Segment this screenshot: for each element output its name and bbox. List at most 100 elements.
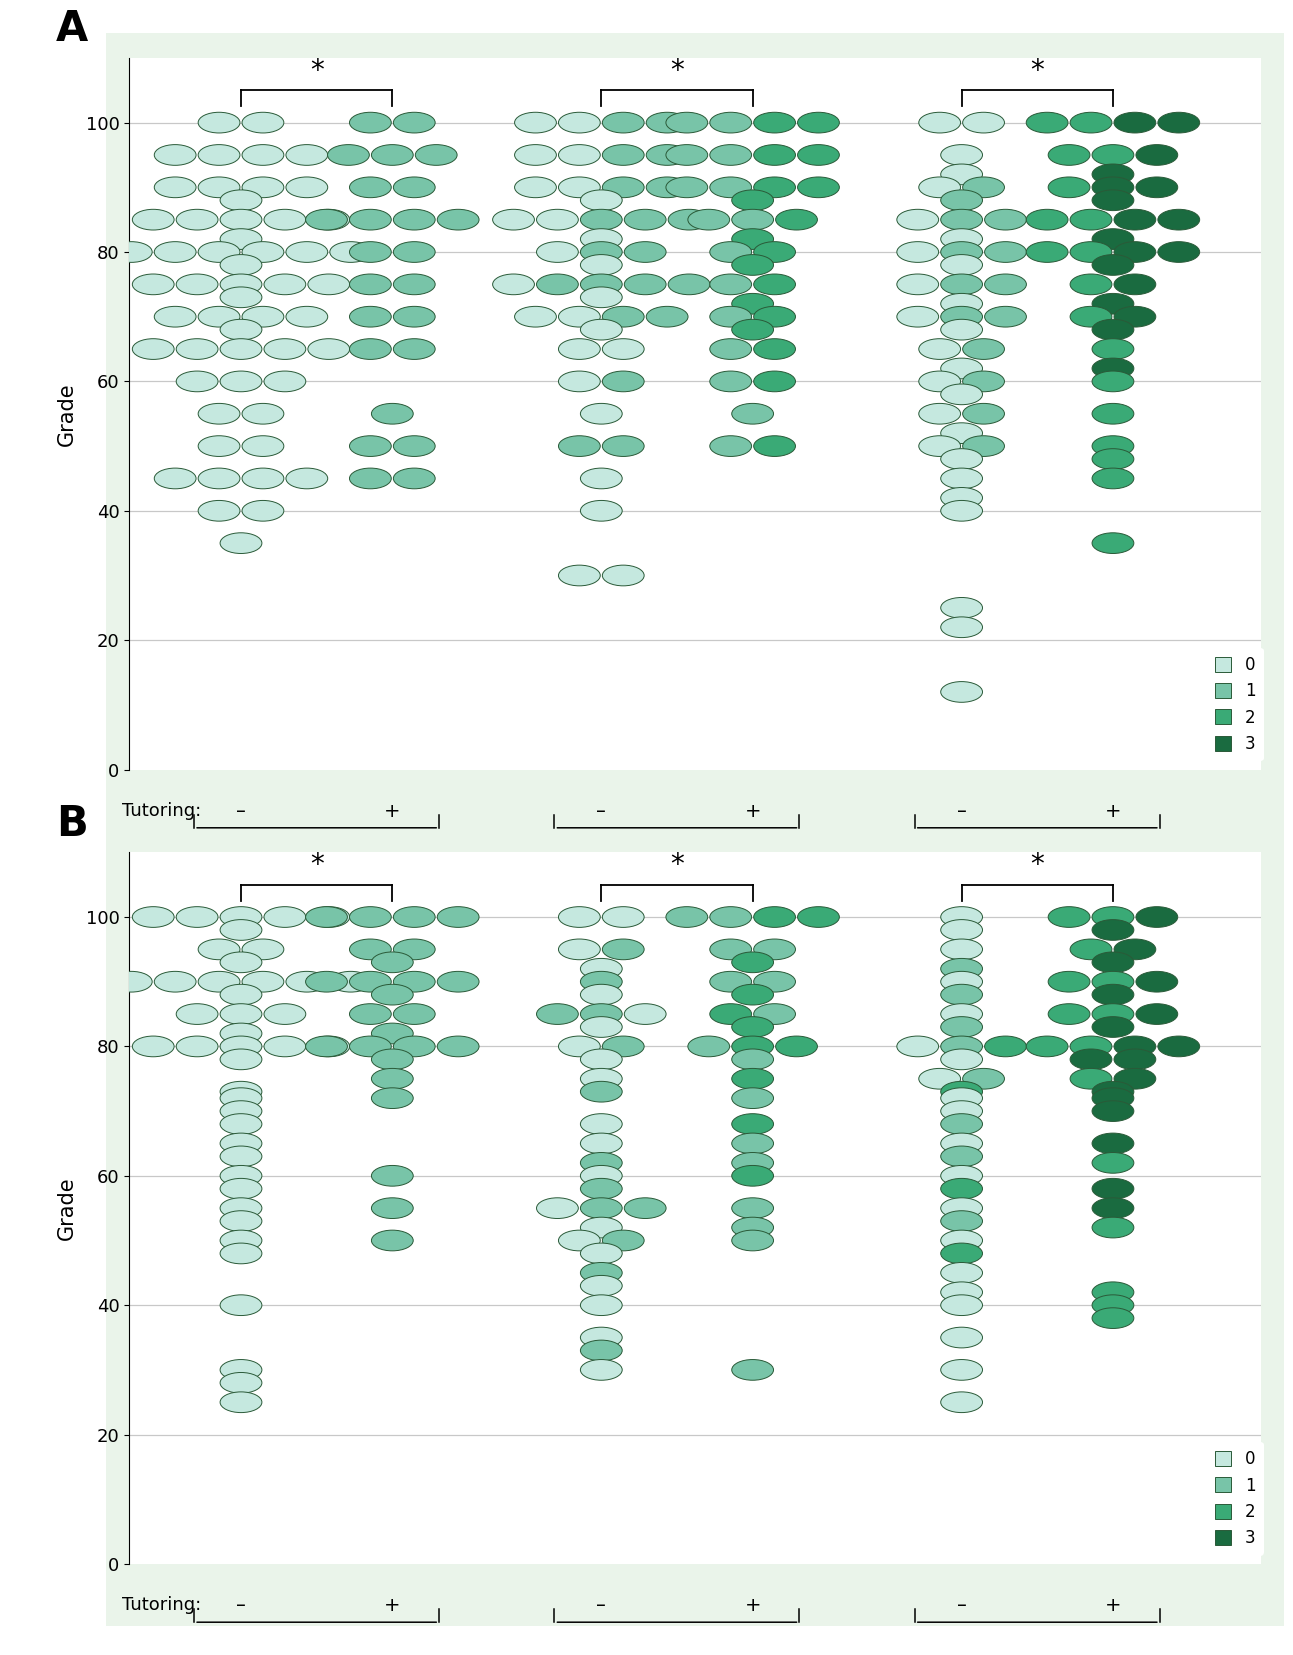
Ellipse shape <box>242 500 284 521</box>
Ellipse shape <box>220 1081 262 1102</box>
Ellipse shape <box>349 242 392 263</box>
Ellipse shape <box>941 985 983 1005</box>
Ellipse shape <box>1093 371 1134 392</box>
Ellipse shape <box>625 1198 666 1218</box>
Ellipse shape <box>1115 275 1156 295</box>
Ellipse shape <box>581 971 622 991</box>
Ellipse shape <box>581 1069 622 1089</box>
Ellipse shape <box>176 1036 219 1058</box>
Ellipse shape <box>941 1178 983 1200</box>
Ellipse shape <box>581 1359 622 1380</box>
Ellipse shape <box>371 952 414 973</box>
Ellipse shape <box>732 985 773 1005</box>
Ellipse shape <box>305 907 348 927</box>
Ellipse shape <box>919 177 961 197</box>
Ellipse shape <box>1071 113 1112 132</box>
Ellipse shape <box>220 275 262 295</box>
Ellipse shape <box>984 242 1027 263</box>
Ellipse shape <box>581 1081 622 1102</box>
Ellipse shape <box>220 1230 262 1251</box>
Ellipse shape <box>1093 468 1134 488</box>
Ellipse shape <box>732 1359 773 1380</box>
Ellipse shape <box>220 907 262 927</box>
Ellipse shape <box>732 952 773 973</box>
Ellipse shape <box>941 938 983 960</box>
Text: A: A <box>56 8 88 50</box>
Ellipse shape <box>1071 938 1112 960</box>
Ellipse shape <box>732 209 773 230</box>
Text: *: * <box>1031 56 1045 84</box>
Ellipse shape <box>242 306 284 328</box>
Ellipse shape <box>941 190 983 210</box>
Ellipse shape <box>371 1069 414 1089</box>
Ellipse shape <box>559 907 600 927</box>
Text: *: * <box>310 56 323 84</box>
Ellipse shape <box>581 1114 622 1134</box>
Ellipse shape <box>941 1003 983 1024</box>
Ellipse shape <box>1115 1036 1156 1058</box>
Ellipse shape <box>710 1003 751 1024</box>
Ellipse shape <box>242 468 284 488</box>
Ellipse shape <box>559 306 600 328</box>
Ellipse shape <box>349 113 392 132</box>
Ellipse shape <box>198 113 240 132</box>
Ellipse shape <box>371 1165 414 1187</box>
Ellipse shape <box>919 339 961 359</box>
Ellipse shape <box>941 488 983 508</box>
Ellipse shape <box>941 1327 983 1347</box>
Ellipse shape <box>732 1016 773 1038</box>
Ellipse shape <box>581 242 622 263</box>
Ellipse shape <box>581 1134 622 1154</box>
Ellipse shape <box>349 339 392 359</box>
Ellipse shape <box>941 971 983 991</box>
Ellipse shape <box>984 209 1027 230</box>
Ellipse shape <box>941 1049 983 1069</box>
Ellipse shape <box>941 1165 983 1187</box>
Ellipse shape <box>754 907 795 927</box>
Ellipse shape <box>220 371 262 392</box>
Ellipse shape <box>559 938 600 960</box>
Ellipse shape <box>941 228 983 250</box>
Ellipse shape <box>198 144 240 166</box>
Ellipse shape <box>1093 1087 1134 1109</box>
Ellipse shape <box>371 1087 414 1109</box>
Ellipse shape <box>264 907 305 927</box>
Ellipse shape <box>941 449 983 470</box>
Ellipse shape <box>941 1101 983 1122</box>
Ellipse shape <box>688 209 729 230</box>
Ellipse shape <box>919 404 961 424</box>
Ellipse shape <box>1093 339 1134 359</box>
Ellipse shape <box>1093 1283 1134 1302</box>
Ellipse shape <box>603 306 644 328</box>
Ellipse shape <box>198 938 240 960</box>
Text: –: – <box>237 803 246 821</box>
Ellipse shape <box>349 435 392 457</box>
Ellipse shape <box>371 1230 414 1251</box>
Ellipse shape <box>559 371 600 392</box>
Ellipse shape <box>1093 164 1134 185</box>
Ellipse shape <box>581 1165 622 1187</box>
Y-axis label: Grade: Grade <box>57 382 78 445</box>
Ellipse shape <box>393 1036 436 1058</box>
Text: –: – <box>237 1597 246 1615</box>
Ellipse shape <box>581 209 622 230</box>
Ellipse shape <box>559 435 600 457</box>
Ellipse shape <box>559 339 600 359</box>
Ellipse shape <box>393 468 436 488</box>
Ellipse shape <box>1093 144 1134 166</box>
Ellipse shape <box>732 1216 773 1238</box>
Ellipse shape <box>198 242 240 263</box>
Ellipse shape <box>1093 920 1134 940</box>
Ellipse shape <box>393 275 436 295</box>
Ellipse shape <box>1093 404 1134 424</box>
Ellipse shape <box>941 1283 983 1302</box>
Ellipse shape <box>1115 306 1156 328</box>
Ellipse shape <box>1093 1101 1134 1122</box>
Ellipse shape <box>710 275 751 295</box>
Ellipse shape <box>581 1152 622 1173</box>
Ellipse shape <box>220 1036 262 1058</box>
Ellipse shape <box>559 1230 600 1251</box>
Ellipse shape <box>581 468 622 488</box>
Ellipse shape <box>1093 1178 1134 1200</box>
Ellipse shape <box>220 533 262 553</box>
